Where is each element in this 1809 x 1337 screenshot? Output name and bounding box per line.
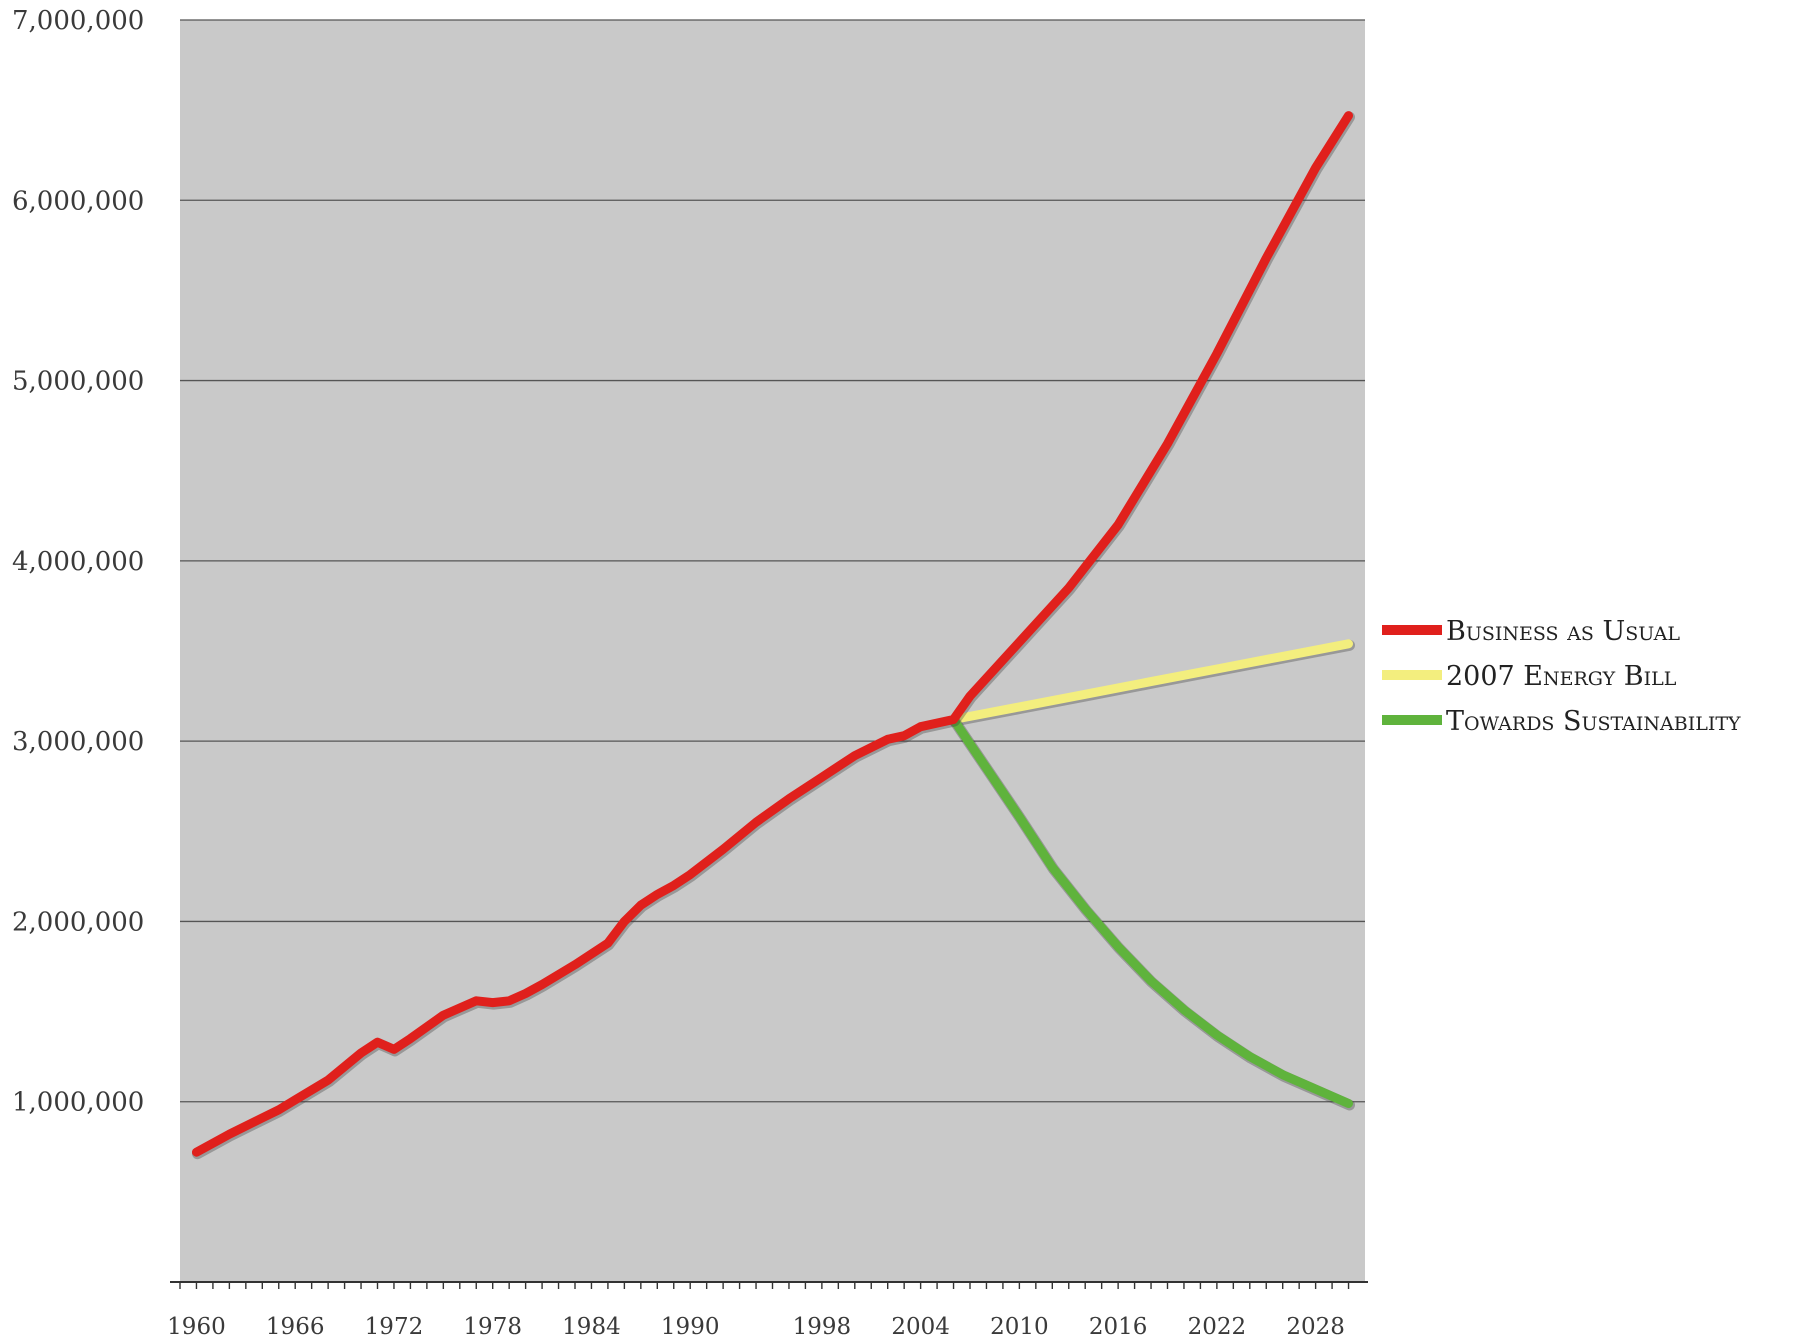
x-tick-label: 1960 bbox=[167, 1314, 226, 1337]
legend-label: Towards Sustainability bbox=[1446, 706, 1741, 737]
legend-swatch bbox=[1382, 715, 1442, 725]
x-tick-label: 1984 bbox=[562, 1314, 621, 1337]
legend-label: 2007 Energy Bill bbox=[1446, 661, 1677, 692]
series-line-2007-energy-bill bbox=[949, 639, 1353, 724]
x-tick-label: 1966 bbox=[266, 1314, 325, 1337]
legend-item-business-as-usual: Business as Usual bbox=[1382, 616, 1680, 647]
series-line-business-as-usual bbox=[192, 111, 1353, 1157]
x-tick-label: 2028 bbox=[1286, 1314, 1345, 1337]
y-tick-label: 6,000,000 bbox=[12, 186, 144, 216]
y-tick-label: 5,000,000 bbox=[12, 367, 144, 397]
x-tick-label: 2016 bbox=[1089, 1314, 1148, 1337]
y-tick-label: 1,000,000 bbox=[12, 1088, 144, 1118]
y-tick-label: 4,000,000 bbox=[12, 547, 144, 577]
x-axis-tick-labels: 1960 1966 1972 1978 1984 1990 1998 2004 2010 2016… bbox=[167, 1314, 1345, 1337]
legend-item-2007-energy-bill: 2007 Energy Bill bbox=[1382, 661, 1677, 692]
x-tick-label: 2010 bbox=[990, 1314, 1049, 1337]
x-tick-label: 1998 bbox=[793, 1314, 852, 1337]
legend-item-towards-sustainability: Towards Sustainability bbox=[1382, 706, 1741, 737]
series-lines bbox=[192, 111, 1355, 1160]
plot-background bbox=[180, 20, 1365, 1282]
x-tick-label: 1978 bbox=[463, 1314, 522, 1337]
y-tick-label: 2,000,000 bbox=[12, 907, 144, 937]
legend-swatch bbox=[1382, 625, 1442, 635]
legend-label: Business as Usual bbox=[1446, 616, 1680, 647]
legend: Business as Usual 2007 Energy Bill Towards… bbox=[1382, 616, 1741, 737]
x-tick-label: 1972 bbox=[365, 1314, 424, 1337]
plot-area bbox=[180, 20, 1365, 1282]
x-tick-label: 1990 bbox=[661, 1314, 720, 1337]
x-tick-label: 2004 bbox=[891, 1314, 950, 1337]
y-axis-tick-labels: 1,000,000 2,000,000 3,000,000 4,000,000 5,00… bbox=[12, 6, 144, 1118]
y-tick-label: 7,000,000 bbox=[12, 6, 144, 36]
legend-swatch bbox=[1382, 670, 1442, 680]
x-axis bbox=[170, 1281, 1368, 1289]
x-tick-label: 2022 bbox=[1188, 1314, 1247, 1337]
grid-lines bbox=[180, 19, 1365, 1103]
y-tick-label: 3,000,000 bbox=[12, 727, 144, 757]
series-line-towards-sustainability bbox=[949, 715, 1353, 1108]
